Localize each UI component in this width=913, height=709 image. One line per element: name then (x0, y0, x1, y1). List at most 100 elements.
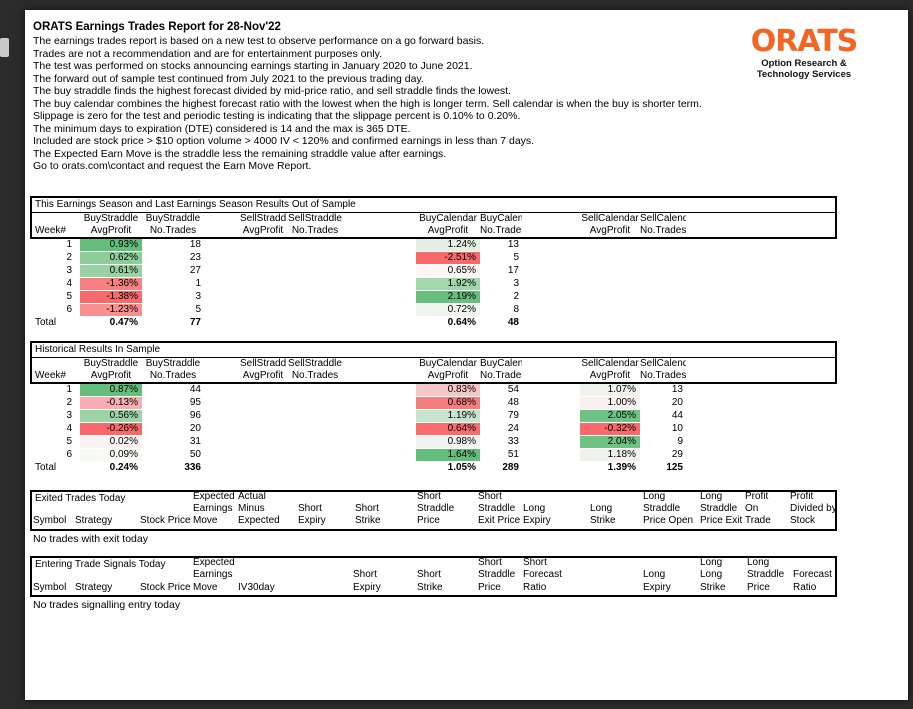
out-of-sample-section: This Earnings Season and Last Earnings S… (30, 195, 837, 330)
column-header: Symbol (33, 515, 66, 527)
table-row: 3 0.56% 96 1.19% 79 2.05% 44 (32, 410, 837, 423)
column-header: Long Straddle Price Open (643, 491, 693, 528)
table-row: 2 -0.13% 95 0.68% 48 1.00% 20 (32, 397, 837, 410)
column-header-line: Price (417, 515, 440, 527)
column-header: Long Strike (590, 503, 616, 528)
column-header-line: Short (478, 557, 502, 569)
column-header-line: Expiry (353, 581, 381, 593)
column-header-line: Stock (790, 515, 816, 527)
column-header-line: Earnings (193, 569, 233, 581)
buystraddle-avgprofit: 0.09% (80, 449, 142, 461)
column-header: Short Strike (355, 503, 381, 528)
buystraddle-trades-total: 77 (189, 317, 201, 328)
in-sample-header-box: Historical Results In Sample BuyStraddle… (30, 340, 837, 384)
buystraddle-trades: 27 (189, 265, 201, 276)
column-header: Stock Price (140, 582, 191, 594)
table-row: 3 0.61% 27 0.65% 17 (32, 265, 837, 278)
column-header-line: IV30day (238, 581, 275, 593)
table-row: BuyStraddle BuyStraddle SellStraddleSellSt… (32, 358, 835, 370)
week-number: 6 (66, 449, 72, 460)
total-label: Total (35, 462, 57, 473)
orats-logo: ORATS Option Research & Technology Servi… (741, 26, 867, 81)
column-sub-label: No.Trades (640, 224, 686, 236)
column-header: Expected Earnings Move (193, 491, 235, 528)
column-sub-label: Week# (35, 369, 66, 381)
buycalendar-trades: 54 (507, 384, 519, 395)
column-header: Strategy (75, 582, 112, 594)
column-header-line: Expected (193, 490, 235, 502)
column-header: Profit Divided by Stock (790, 491, 837, 528)
column-sub-label: AvgProfit (242, 224, 284, 236)
intro-line: The buy straddle finds the highest forec… (33, 85, 512, 97)
column-sub-label: No.Trades (149, 224, 197, 236)
buystraddle-avgprofit: -1.36% (80, 278, 142, 290)
column-header: Strategy (75, 515, 112, 527)
buycalendar-avgprofit-total: 1.05% (447, 462, 476, 473)
entering-empty-message: No trades signalling entry today (33, 599, 181, 611)
in-sample-column-headers: BuyStraddle BuyStraddle SellStraddleSellSt… (32, 358, 835, 382)
exited-empty-message: No trades with exit today (33, 532, 148, 545)
column-header-line: Earnings (193, 502, 233, 514)
column-header-line: Forecast (523, 569, 562, 581)
buystraddle-avgprofit: 0.62% (80, 252, 142, 264)
column-header-line: Long (700, 490, 723, 502)
column-group-label: SellCalendar (581, 212, 639, 224)
table-row: 4 -0.26% 20 0.64% 24 -0.32% 10 (32, 423, 837, 436)
column-sub-label: Week# (35, 224, 66, 236)
buycalendar-trades: 5 (513, 252, 519, 263)
column-sub-label: No.Trades (149, 369, 197, 381)
intro-line: The buy calendar combines the highest fo… (33, 97, 702, 110)
table-row: 6 -1.23% 5 0.72% 8 (32, 304, 837, 317)
column-header-line: Stock Price (140, 581, 191, 593)
sellcalendar-avgprofit: -0.32% (580, 423, 640, 435)
buycalendar-avgprofit: 0.65% (416, 265, 480, 277)
column-header-line: Exit Price (478, 515, 521, 527)
column-header-line: Trade (745, 515, 771, 527)
column-group-label: BuyCalendar (419, 212, 477, 224)
section-title: Historical Results In Sample (32, 343, 835, 358)
column-header-line: Expiry (643, 581, 671, 593)
column-header: Long Expiry (523, 503, 551, 528)
column-header-line: Strike (700, 581, 726, 593)
column-header-line: Long (747, 557, 770, 569)
column-group-label: BuyStraddle (83, 212, 139, 224)
buystraddle-trades: 31 (189, 436, 201, 447)
buycalendar-avgprofit: 1.92% (416, 278, 480, 290)
column-header-line: Straddle (643, 502, 681, 514)
week-number: 2 (66, 397, 72, 408)
entering-trades-section: Entering Trade Signals Today Symbol Strat… (25, 556, 908, 612)
buycalendar-avgprofit: 1.19% (416, 410, 480, 422)
logo-subtitle-line2: Technology Services (756, 69, 852, 80)
week-number: 5 (66, 291, 72, 302)
week-number: 1 (66, 239, 72, 250)
buystraddle-avgprofit: -1.23% (80, 304, 142, 316)
sellcalendar-trades: 29 (671, 449, 683, 460)
intro-line: Go to orats.com\contact and request the … (33, 160, 312, 172)
column-group-label: SellCalendar (640, 212, 686, 224)
buycalendar-trades: 51 (507, 449, 519, 460)
column-sub-label: No.Trades (640, 369, 686, 381)
column-header: Forecast Ratio (793, 569, 832, 594)
column-header-line: Straddle (478, 502, 516, 514)
table-row: Week# AvgProfit No.Trades AvgProfit No.Trade… (32, 225, 835, 237)
column-header-line: Minus (238, 502, 265, 514)
column-header-line: Long (643, 569, 666, 581)
sellcalendar-avgprofit: 2.04% (580, 436, 640, 448)
column-header-line: Expected (238, 515, 280, 527)
buystraddle-trades: 50 (189, 449, 201, 460)
column-group-label: SellStraddle (288, 357, 342, 369)
column-header-line: Ratio (793, 581, 817, 593)
section-title: This Earnings Season and Last Earnings S… (32, 198, 835, 213)
buystraddle-avgprofit: 0.56% (80, 410, 142, 422)
sellcalendar-avgprofit: 1.18% (580, 449, 640, 461)
column-header-line: Strategy (75, 581, 113, 593)
column-group-label: SellCalendar (581, 357, 639, 369)
week-number: 3 (66, 265, 72, 276)
intro-line: Trades are not a recommendation and are … (33, 47, 383, 60)
column-header: Long Long Strike (700, 557, 726, 594)
column-header-line: Profit (790, 490, 814, 502)
column-header-line: Price Open (643, 515, 694, 527)
column-header-line: Strike (355, 515, 381, 527)
column-header: Short Forecast Ratio (523, 557, 562, 594)
column-header-line: Forecast (793, 569, 832, 581)
